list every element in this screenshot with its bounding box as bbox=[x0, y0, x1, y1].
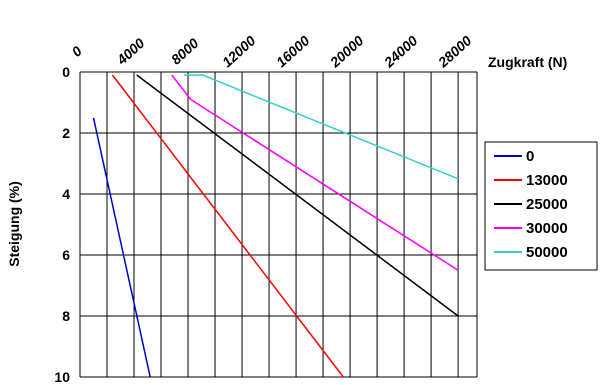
x-tick-label: 12000 bbox=[219, 32, 259, 70]
series-lines bbox=[92, 74, 459, 378]
x-axis-title: Zugkraft (N) bbox=[488, 54, 567, 70]
legend-box bbox=[484, 141, 598, 271]
y-tick-label: 6 bbox=[62, 247, 70, 263]
y-tick-label: 0 bbox=[62, 64, 70, 80]
x-tick-label: 20000 bbox=[326, 32, 367, 71]
x-tick-label: 8000 bbox=[168, 35, 202, 68]
series-line-50000 bbox=[184, 74, 459, 180]
series-line-0 bbox=[92, 117, 151, 378]
grid bbox=[79, 71, 478, 378]
legend-label-30000: 30000 bbox=[526, 220, 568, 237]
y-tick-label: 4 bbox=[62, 186, 70, 202]
legend-label-0: 0 bbox=[526, 148, 534, 165]
series-line-13000 bbox=[111, 74, 344, 378]
y-tick-label: 8 bbox=[62, 308, 70, 324]
legend-label-13000: 13000 bbox=[526, 172, 568, 189]
legend-label-50000: 50000 bbox=[526, 244, 568, 261]
x-tick-label: 0 bbox=[68, 43, 85, 60]
series-line-30000 bbox=[171, 74, 459, 271]
x-tick-label: 16000 bbox=[273, 32, 313, 70]
legend-label-25000: 25000 bbox=[526, 196, 568, 213]
x-tick-label: 24000 bbox=[380, 32, 421, 71]
x-tick-label: 4000 bbox=[113, 35, 148, 69]
y-tick-label: 2 bbox=[62, 125, 70, 141]
y-tick-label: 10 bbox=[54, 369, 70, 385]
x-tick-label: 28000 bbox=[434, 32, 475, 71]
legend: 0 13000 25000 30000 50000 bbox=[484, 141, 598, 271]
y-axis-title: Steigung (%) bbox=[6, 181, 22, 267]
y-axis-ticks: 0 2 4 6 8 10 bbox=[54, 64, 70, 385]
series-line-25000 bbox=[136, 74, 459, 317]
x-axis-ticks: 0 4000 8000 12000 16000 20000 24000 28000 bbox=[68, 32, 474, 71]
